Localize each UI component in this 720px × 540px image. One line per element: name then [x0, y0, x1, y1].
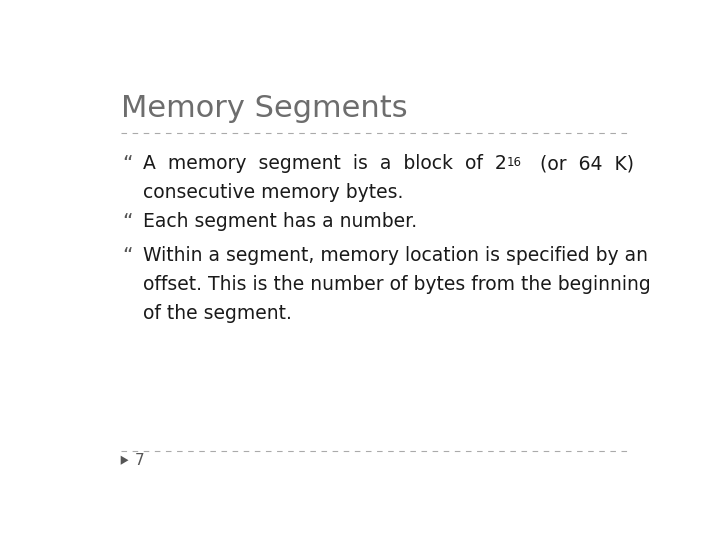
Text: A  memory  segment  is  a  block  of  2: A memory segment is a block of 2 — [143, 154, 507, 173]
Text: “: “ — [122, 246, 133, 265]
Text: 7: 7 — [135, 453, 145, 468]
Text: offset. This is the number of bytes from the beginning: offset. This is the number of bytes from… — [143, 275, 651, 294]
Text: consecutive memory bytes.: consecutive memory bytes. — [143, 183, 403, 202]
Text: Each segment has a number.: Each segment has a number. — [143, 212, 417, 232]
Text: (or  64  K): (or 64 K) — [523, 154, 634, 173]
Text: Within a segment, memory location is specified by an: Within a segment, memory location is spe… — [143, 246, 648, 265]
Text: 16: 16 — [507, 156, 522, 169]
Polygon shape — [121, 456, 128, 465]
Text: Memory Segments: Memory Segments — [121, 94, 408, 123]
Text: of the segment.: of the segment. — [143, 304, 292, 323]
Text: “: “ — [122, 212, 133, 232]
Text: “: “ — [122, 154, 133, 173]
